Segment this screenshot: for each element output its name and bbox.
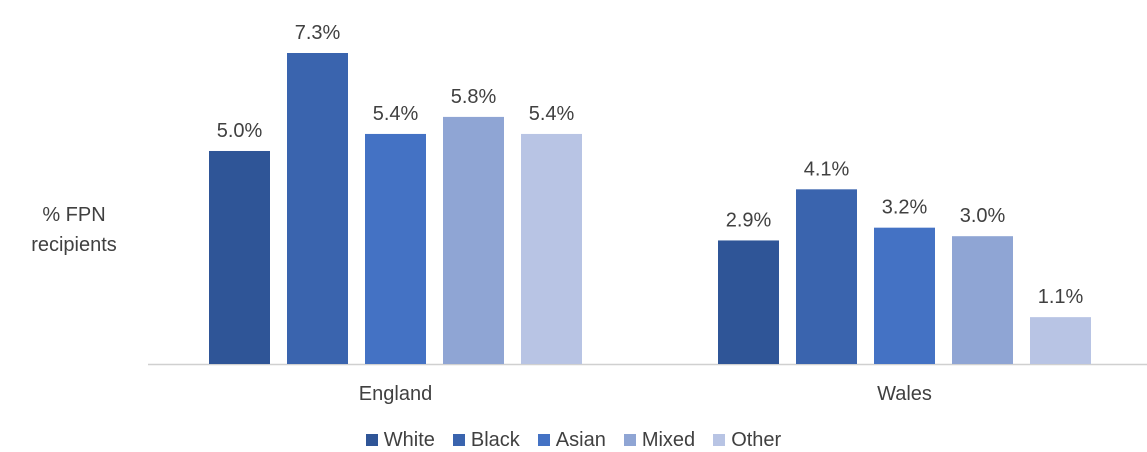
bar-wales-mixed bbox=[952, 236, 1013, 364]
legend-item-mixed: Mixed bbox=[623, 428, 696, 452]
legend-swatch-mixed bbox=[623, 434, 636, 446]
legend-item-white: White bbox=[365, 428, 435, 452]
data-label-wales-other: 1.1% bbox=[1038, 286, 1084, 308]
data-label-england-other: 5.4% bbox=[529, 103, 575, 125]
data-label-wales-white: 2.9% bbox=[726, 209, 772, 231]
y-axis-label-line-2: recipients bbox=[31, 234, 117, 256]
bar-england-other bbox=[521, 133, 582, 364]
data-label-wales-mixed: 3.0% bbox=[960, 205, 1006, 227]
data-label-england-black: 7.3% bbox=[295, 22, 341, 44]
legend-label-mixed: Mixed bbox=[641, 429, 696, 451]
legend-swatch-other bbox=[713, 434, 726, 446]
x-tick-label-england: England bbox=[359, 383, 432, 405]
legend-swatch-white bbox=[365, 434, 378, 446]
y-axis-label: % FPN recipients bbox=[0, 200, 148, 260]
bar-england-asian bbox=[365, 133, 426, 364]
legend-swatch-asian bbox=[537, 434, 550, 446]
legend-item-asian: Asian bbox=[537, 428, 606, 452]
bar-wales-other bbox=[1030, 317, 1091, 364]
legend-label-other: Other bbox=[731, 429, 782, 451]
x-tick-label-wales: Wales bbox=[877, 383, 932, 405]
legend-swatch-black bbox=[452, 434, 465, 446]
data-label-england-asian: 5.4% bbox=[373, 103, 419, 125]
legend-label-black: Black bbox=[470, 429, 520, 451]
legend-label-white: White bbox=[383, 429, 435, 451]
data-label-england-mixed: 5.8% bbox=[451, 86, 497, 108]
bar-england-white bbox=[209, 150, 270, 364]
legend-item-other: Other bbox=[713, 428, 781, 452]
bar-england-mixed bbox=[443, 116, 504, 364]
legend-label-asian: Asian bbox=[555, 429, 606, 451]
data-label-wales-black: 4.1% bbox=[804, 158, 850, 180]
bar-wales-white bbox=[718, 240, 779, 364]
legend: White Black Asian Mixed Other bbox=[0, 428, 1147, 452]
bar-wales-asian bbox=[874, 227, 935, 364]
bar-england-black bbox=[287, 53, 348, 364]
bar-wales-black bbox=[796, 189, 857, 364]
data-label-wales-asian: 3.2% bbox=[882, 197, 928, 219]
legend-item-black: Black bbox=[452, 428, 520, 452]
y-axis-label-line-1: % FPN bbox=[42, 204, 106, 226]
data-label-england-white: 5.0% bbox=[217, 120, 263, 142]
